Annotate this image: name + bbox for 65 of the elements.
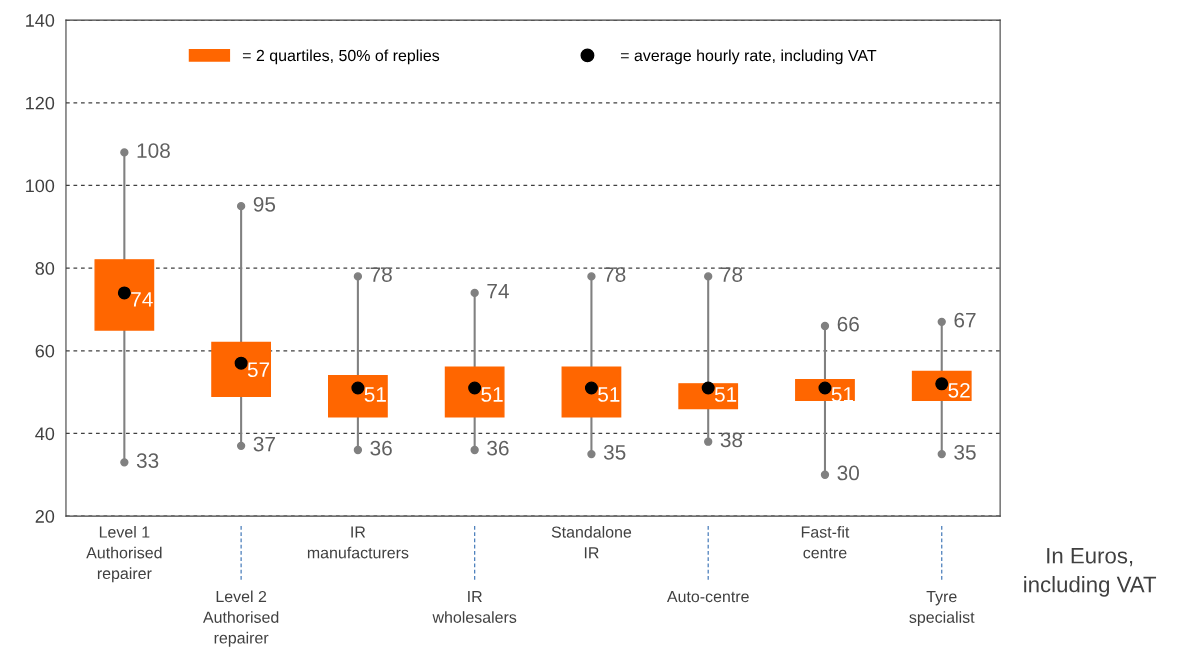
x-tick-label: Auto-centre	[666, 591, 749, 603]
point	[120, 148, 129, 157]
point	[353, 445, 363, 455]
data-label: 33	[136, 453, 159, 468]
data-label: 35	[954, 444, 976, 460]
point	[818, 381, 832, 395]
point	[117, 286, 131, 300]
legend-label: = average hourly rate, including VAT	[620, 49, 877, 65]
point	[587, 272, 596, 281]
data-label: 38	[720, 432, 743, 448]
point	[937, 317, 946, 327]
legend-label: = 2 quartiles, 50% of replies	[242, 49, 440, 65]
data-label: 35	[603, 444, 626, 460]
point	[470, 288, 479, 298]
data-label: 51	[364, 387, 386, 402]
data-label: 57	[247, 362, 270, 378]
x-tick-label: Standalone IR	[551, 526, 632, 559]
point	[234, 356, 248, 370]
y-tick-label: 120	[26, 96, 55, 110]
point	[353, 272, 363, 281]
data-label: 95	[253, 196, 276, 212]
data-label: 36	[370, 440, 392, 456]
point	[120, 458, 129, 467]
y-tick-label: 60	[35, 344, 55, 358]
x-tick-label: IR wholesalers	[432, 591, 517, 623]
point	[704, 437, 713, 446]
data-label: 51	[481, 387, 503, 402]
data-label: 78	[604, 267, 626, 282]
data-label: 52	[948, 382, 970, 398]
point	[704, 272, 713, 281]
point	[820, 470, 830, 479]
y-tick-label: 20	[35, 510, 55, 523]
point	[820, 321, 830, 331]
x-tick-label: Fast-fit centre	[801, 526, 850, 559]
data-label: 74	[131, 292, 153, 307]
point	[470, 445, 479, 455]
point	[236, 201, 246, 211]
point	[468, 381, 482, 395]
data-label: 74	[487, 283, 509, 299]
data-label: 78	[720, 267, 743, 282]
text: In Euros, including VAT	[1024, 548, 1157, 597]
data-label: 37	[253, 436, 275, 452]
point	[937, 449, 946, 459]
point	[935, 377, 949, 391]
point	[351, 381, 365, 395]
data-label: 51	[598, 387, 620, 402]
data-label: 78	[370, 267, 392, 282]
y-tick-label: 80	[35, 262, 55, 275]
x-tick-label: Tyre specialist	[909, 591, 975, 627]
data-label: 51	[714, 387, 737, 402]
data-label: 108	[137, 143, 170, 158]
y-tick-label: 40	[35, 427, 55, 441]
data-label: 30	[837, 465, 859, 481]
data-label: 36	[487, 440, 509, 456]
x-tick-label: IR manufacturers	[307, 526, 409, 559]
point	[701, 381, 715, 395]
point	[587, 449, 596, 459]
x-tick-label: Level 2 Authorised repairer	[202, 590, 279, 647]
data-label: 66	[837, 316, 859, 332]
x-tick-label: Level 1 Authorised repairer	[86, 526, 162, 583]
point	[584, 381, 598, 395]
data-label: 67	[954, 312, 976, 328]
y-tick-label: 140	[26, 14, 55, 27]
y-tick-label: 100	[26, 179, 55, 193]
point	[236, 441, 246, 451]
